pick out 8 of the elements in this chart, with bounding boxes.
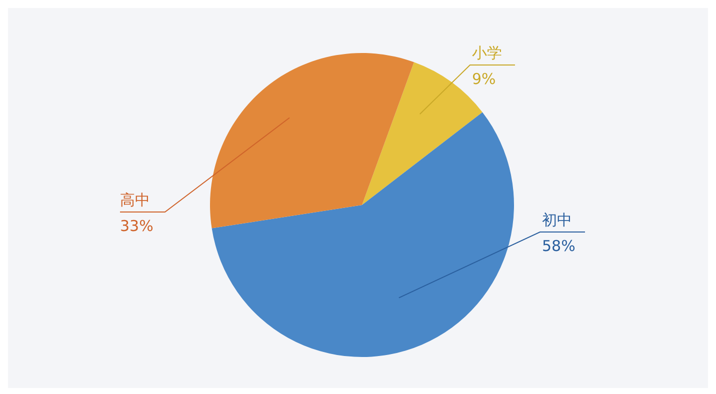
slice-label: 初中 xyxy=(542,211,572,229)
slice-label: 小学 xyxy=(472,44,502,62)
data-label: 58% xyxy=(542,237,576,255)
pie-slice xyxy=(212,112,514,357)
slice-label: 高中 xyxy=(120,191,150,209)
data-label: 33% xyxy=(120,217,154,235)
pie-slice xyxy=(210,53,414,228)
data-label: 9% xyxy=(472,70,496,88)
